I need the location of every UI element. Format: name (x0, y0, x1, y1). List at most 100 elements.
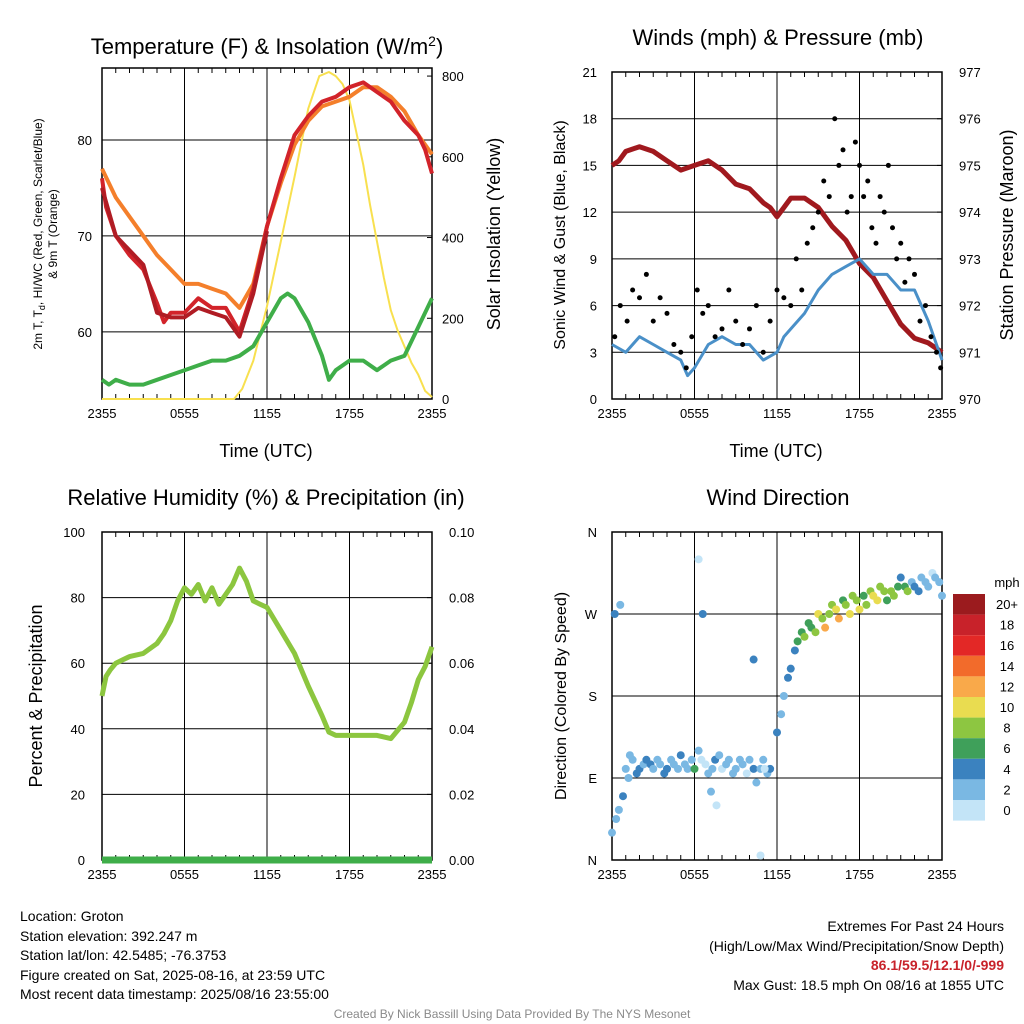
elevation-text: Station elevation: 392.247 m (20, 927, 198, 944)
gust-point (781, 295, 787, 301)
gust-point (630, 287, 636, 293)
direction-point (859, 591, 868, 600)
direction-point (701, 760, 710, 769)
gust-point (912, 271, 917, 277)
direction-title: Wind Direction (706, 485, 849, 510)
gust-point (810, 225, 816, 231)
y-right-tick-label: 971 (959, 345, 981, 360)
direction-point (608, 828, 616, 837)
direction-point (724, 755, 733, 764)
humidity-panel: 2355 0555 1155 1755 23550204060801000.000.02… (26, 485, 474, 882)
x-tick-label: 0555 (680, 406, 709, 421)
direction-point (649, 764, 658, 773)
x-tick-label: 1155 (253, 406, 281, 421)
gust-point (848, 194, 854, 200)
dewpoint-series-line (100, 291, 434, 387)
y-left-tick-label: 40 (71, 722, 85, 737)
direction-point (683, 764, 692, 773)
direction-point (825, 610, 834, 618)
y-left-tick-label: 12 (583, 205, 597, 220)
gust-point (898, 240, 904, 246)
y-right-tick-label: 600 (442, 150, 464, 165)
y-left-tick-label: 18 (583, 112, 597, 127)
direction-point (698, 610, 707, 618)
direction-point (745, 755, 754, 764)
gust-point (844, 209, 850, 215)
y-right-tick-label: 200 (442, 311, 464, 326)
legend-swatch (953, 738, 985, 759)
legend-label: 8 (1003, 721, 1010, 736)
x-tick-label: 0555 (170, 406, 199, 421)
direction-point (616, 600, 625, 609)
y-left-tick-label: 0 (590, 392, 597, 407)
y-right-tick-label: 977 (959, 65, 981, 80)
legend-label: 14 (1000, 659, 1014, 674)
x-tick-label: 0555 (680, 867, 709, 882)
x-tick-label: 2355 (418, 406, 447, 421)
direction-point (924, 582, 933, 591)
solar-series-line (102, 71, 433, 400)
direction-point (786, 664, 795, 673)
direction-point (894, 582, 902, 591)
direction-point (687, 755, 696, 764)
legend-swatch (953, 758, 985, 780)
gust-point (906, 256, 912, 262)
legend-swatch (953, 614, 985, 636)
x-tick-label: 2355 (88, 867, 117, 882)
gust-point (733, 318, 739, 324)
direction-point (760, 764, 769, 773)
y-right-tick-label: 0.06 (449, 656, 474, 671)
legend-swatch (953, 594, 985, 615)
wind-series-line (611, 257, 944, 378)
direction-point (889, 591, 898, 600)
gust-point (643, 271, 649, 277)
temperature-ylabel-right: Solar Insolation (Yellow) (484, 138, 504, 330)
direction-point (784, 673, 792, 682)
direction-point (845, 610, 854, 618)
y-tick-label: E (588, 771, 597, 786)
direction-point (841, 600, 850, 609)
credit-text: Created By Nick Bassill Using Data Provi… (333, 1007, 691, 1021)
direction-point (708, 764, 717, 773)
direction-point (738, 760, 747, 769)
gust-point (852, 139, 858, 145)
gust-point (774, 287, 780, 293)
direction-point (731, 764, 740, 773)
gust-point (928, 334, 934, 340)
gust-point (804, 240, 810, 246)
gust-point (712, 334, 718, 340)
direction-point (821, 623, 830, 632)
direction-point (818, 614, 827, 623)
y-tick-label: N (588, 525, 597, 540)
gust-point (934, 349, 939, 355)
y-right-tick-label: 800 (442, 69, 464, 84)
gust-point (865, 178, 871, 184)
direction-point (749, 764, 758, 773)
direction-point (896, 573, 905, 582)
gust-point (836, 162, 842, 168)
legend-label: 18 (1000, 618, 1014, 633)
gust-point (894, 256, 900, 262)
gust-point (923, 303, 928, 309)
direction-point (793, 637, 802, 646)
gust-point (857, 162, 862, 168)
direction-point (715, 751, 724, 760)
gust-point (689, 334, 695, 340)
x-tick-label: 1755 (335, 867, 364, 882)
gust-point (821, 178, 827, 184)
y-right-tick-label: 0.10 (449, 525, 474, 540)
direction-point (749, 655, 758, 664)
max-gust-text: Max Gust: 18.5 mph On 08/16 at 1855 UTC (733, 976, 1004, 993)
x-tick-label: 2355 (928, 867, 957, 882)
direction-point (752, 778, 761, 787)
extremes-subtitle: (High/Low/Max Wind/Precipitation/Snow De… (709, 937, 1004, 954)
extremes-title: Extremes For Past 24 Hours (827, 918, 1004, 934)
legend-label: 10 (1000, 700, 1014, 715)
y-tick-label: N (588, 853, 597, 868)
created-text: Figure created on Sat, 2025-08-16, at 23… (20, 966, 326, 983)
direction-point (610, 610, 619, 618)
gust-point (700, 310, 706, 316)
y-right-tick-label: 976 (959, 112, 981, 127)
extremes-values: 86.1/59.5/12.1/0/-999 (870, 957, 1004, 973)
pressure-series-line (610, 144, 944, 355)
